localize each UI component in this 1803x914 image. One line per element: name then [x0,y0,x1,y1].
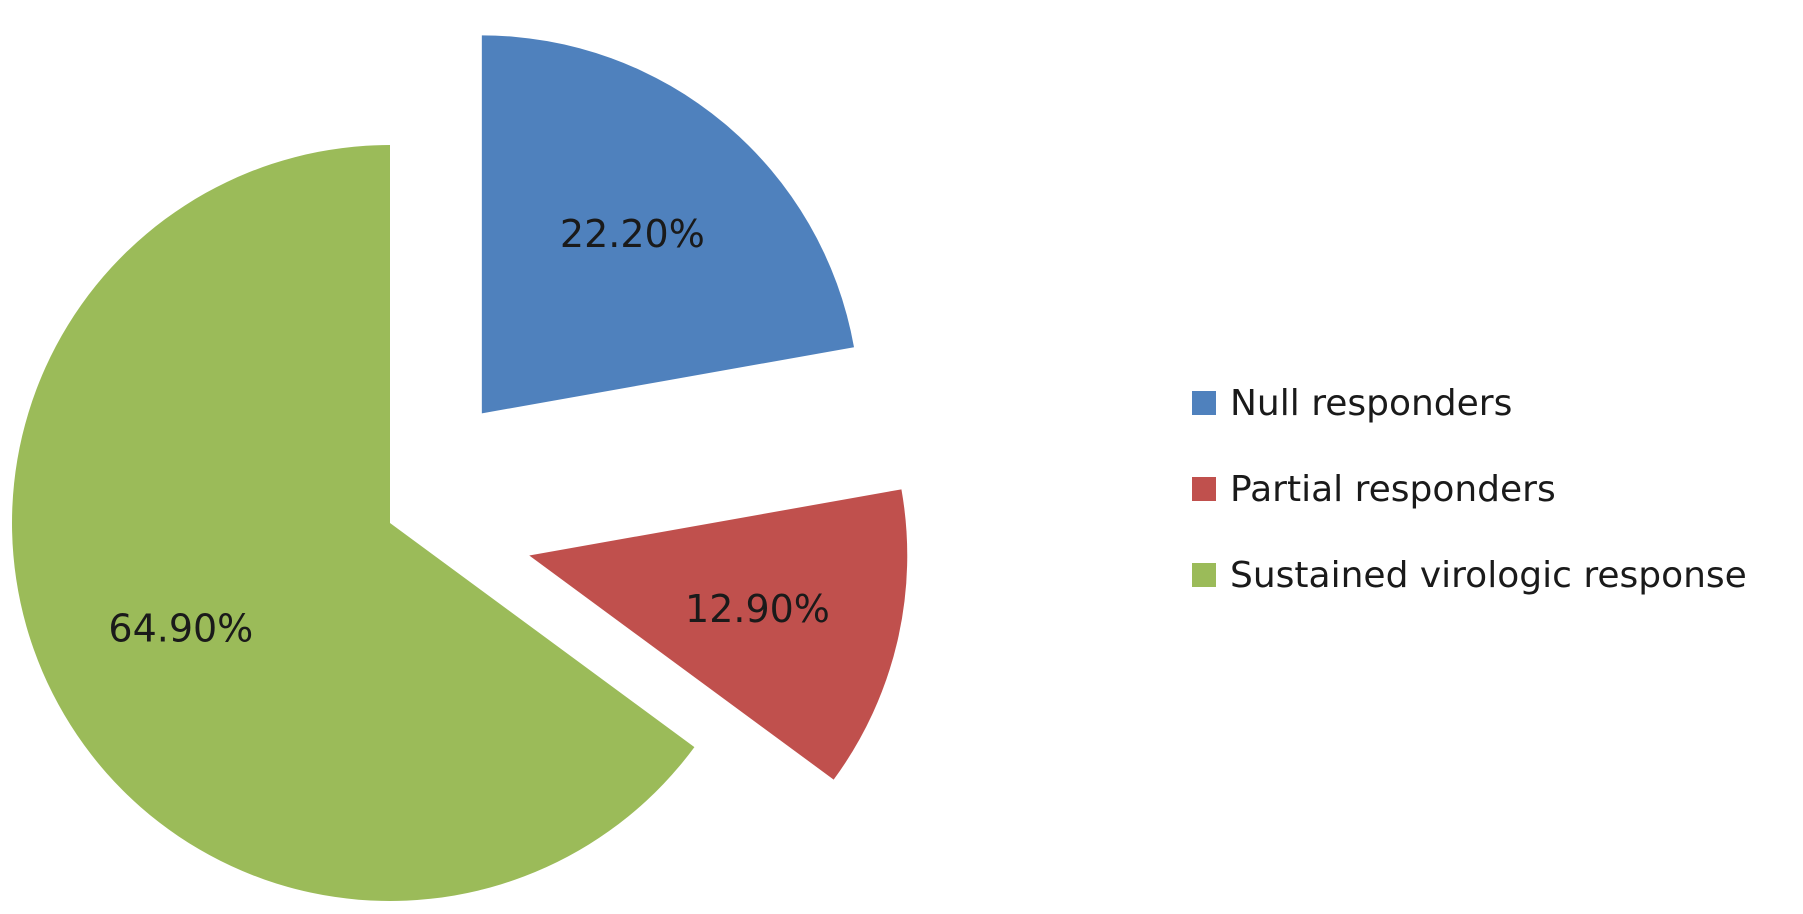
pie-slice-null-responders [481,35,855,414]
chart-legend: Null responders Partial responders Susta… [1192,360,1792,618]
pie-slice-partial-responders [529,489,908,780]
slice-data-label: 12.90% [685,587,830,631]
slice-data-label: 22.20% [560,212,705,256]
legend-item-partial-responders: Partial responders [1192,446,1792,532]
legend-label: Null responders [1230,382,1513,424]
pie-slice-sustained-virologic-response [12,145,695,901]
legend-label: Partial responders [1230,468,1556,510]
legend-swatch [1192,477,1216,501]
slice-data-label: 64.90% [108,607,253,651]
legend-swatch [1192,391,1216,415]
legend-label: Sustained virologic response [1230,554,1747,596]
legend-item-sustained-virologic-response: Sustained virologic response [1192,532,1792,618]
legend-item-null-responders: Null responders [1192,360,1792,446]
legend-swatch [1192,563,1216,587]
